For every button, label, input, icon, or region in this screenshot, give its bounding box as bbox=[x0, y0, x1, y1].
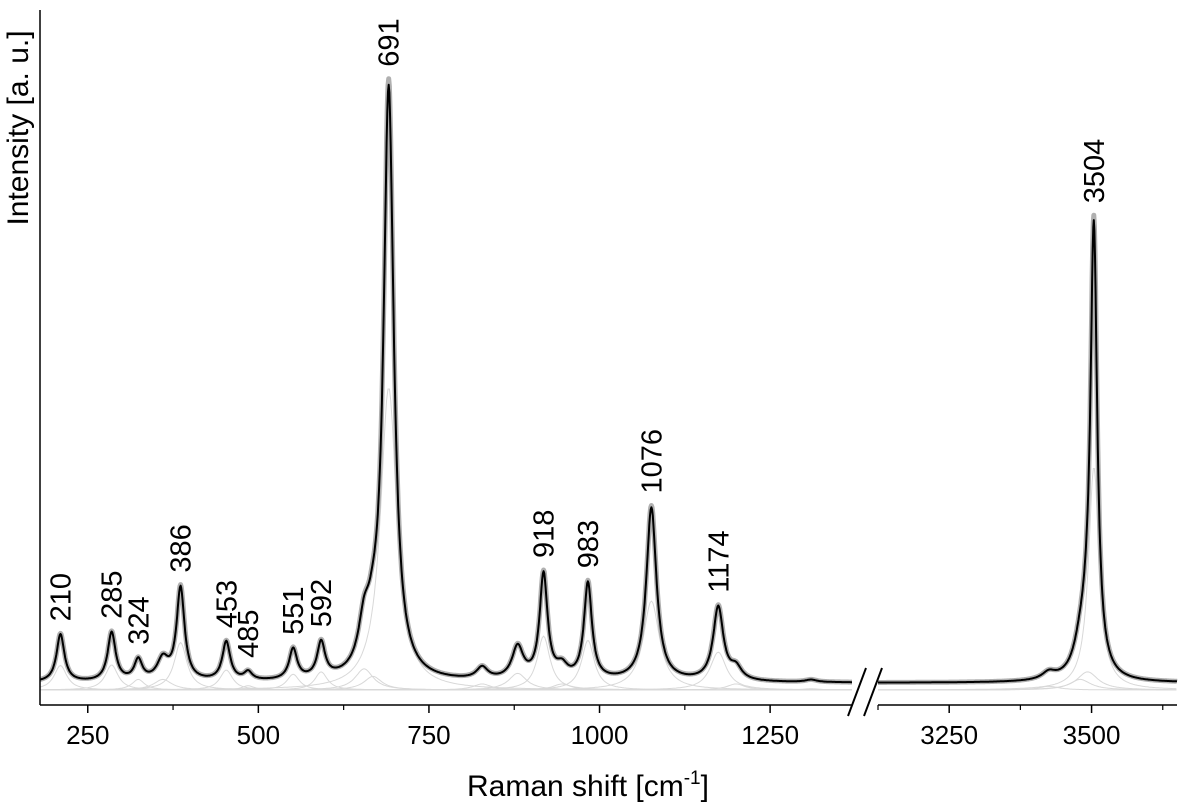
component-bands bbox=[39, 388, 1177, 691]
axis-break-mark bbox=[847, 667, 883, 720]
measured-spectrum bbox=[39, 83, 1178, 684]
axes bbox=[39, 10, 1177, 720]
peak-label-918: 918 bbox=[529, 510, 561, 558]
component-band-918 bbox=[40, 635, 852, 691]
component-band-983 bbox=[40, 640, 852, 691]
component-band-1310 bbox=[40, 688, 852, 691]
x-axis-title: Raman shift [cm-1] bbox=[467, 768, 709, 803]
component-band-210 bbox=[39, 664, 852, 691]
x-tick-label-500: 500 bbox=[237, 720, 280, 750]
component-band-285 bbox=[40, 664, 852, 691]
component-band-386 bbox=[40, 641, 852, 691]
component-band-551 bbox=[40, 673, 852, 691]
peak-label-3504: 3504 bbox=[1079, 139, 1111, 204]
x-tick-label-750: 750 bbox=[407, 720, 450, 750]
component-band-3504 bbox=[878, 468, 1177, 691]
peak-label-210: 210 bbox=[46, 573, 78, 621]
peak-label-386: 386 bbox=[166, 524, 198, 572]
measured-spectrum-segment-0 bbox=[39, 83, 853, 684]
x-tick-label-250: 250 bbox=[66, 720, 109, 750]
x-tick-label-1000: 1000 bbox=[571, 720, 629, 750]
peak-label-324: 324 bbox=[123, 596, 155, 644]
y-axis-title: Intensity [a. u.] bbox=[2, 30, 35, 225]
peak-label-983: 983 bbox=[573, 520, 605, 568]
peak-label-285: 285 bbox=[97, 571, 129, 619]
peak-label-592: 592 bbox=[306, 579, 338, 627]
x-tick-label-1250: 1250 bbox=[741, 720, 799, 750]
measured-spectrum-segment-1 bbox=[877, 219, 1178, 684]
component-band-1076 bbox=[40, 600, 852, 691]
x-tick-label-3500: 3500 bbox=[1063, 720, 1121, 750]
fitted-envelope-segment-1 bbox=[876, 212, 1179, 685]
peak-label-453: 453 bbox=[211, 580, 243, 628]
peak-label-1174: 1174 bbox=[703, 530, 735, 592]
peak-label-485: 485 bbox=[233, 610, 265, 658]
component-band-3493 bbox=[878, 671, 1177, 691]
x-ticks: 250 500 750 1000 1250 3250 3500 bbox=[66, 705, 1164, 750]
peak-label-1076: 1076 bbox=[636, 429, 668, 494]
peak-label-551: 551 bbox=[278, 587, 310, 635]
peak-label-691: 691 bbox=[374, 18, 406, 66]
x-tick-label-3250: 3250 bbox=[920, 720, 978, 750]
